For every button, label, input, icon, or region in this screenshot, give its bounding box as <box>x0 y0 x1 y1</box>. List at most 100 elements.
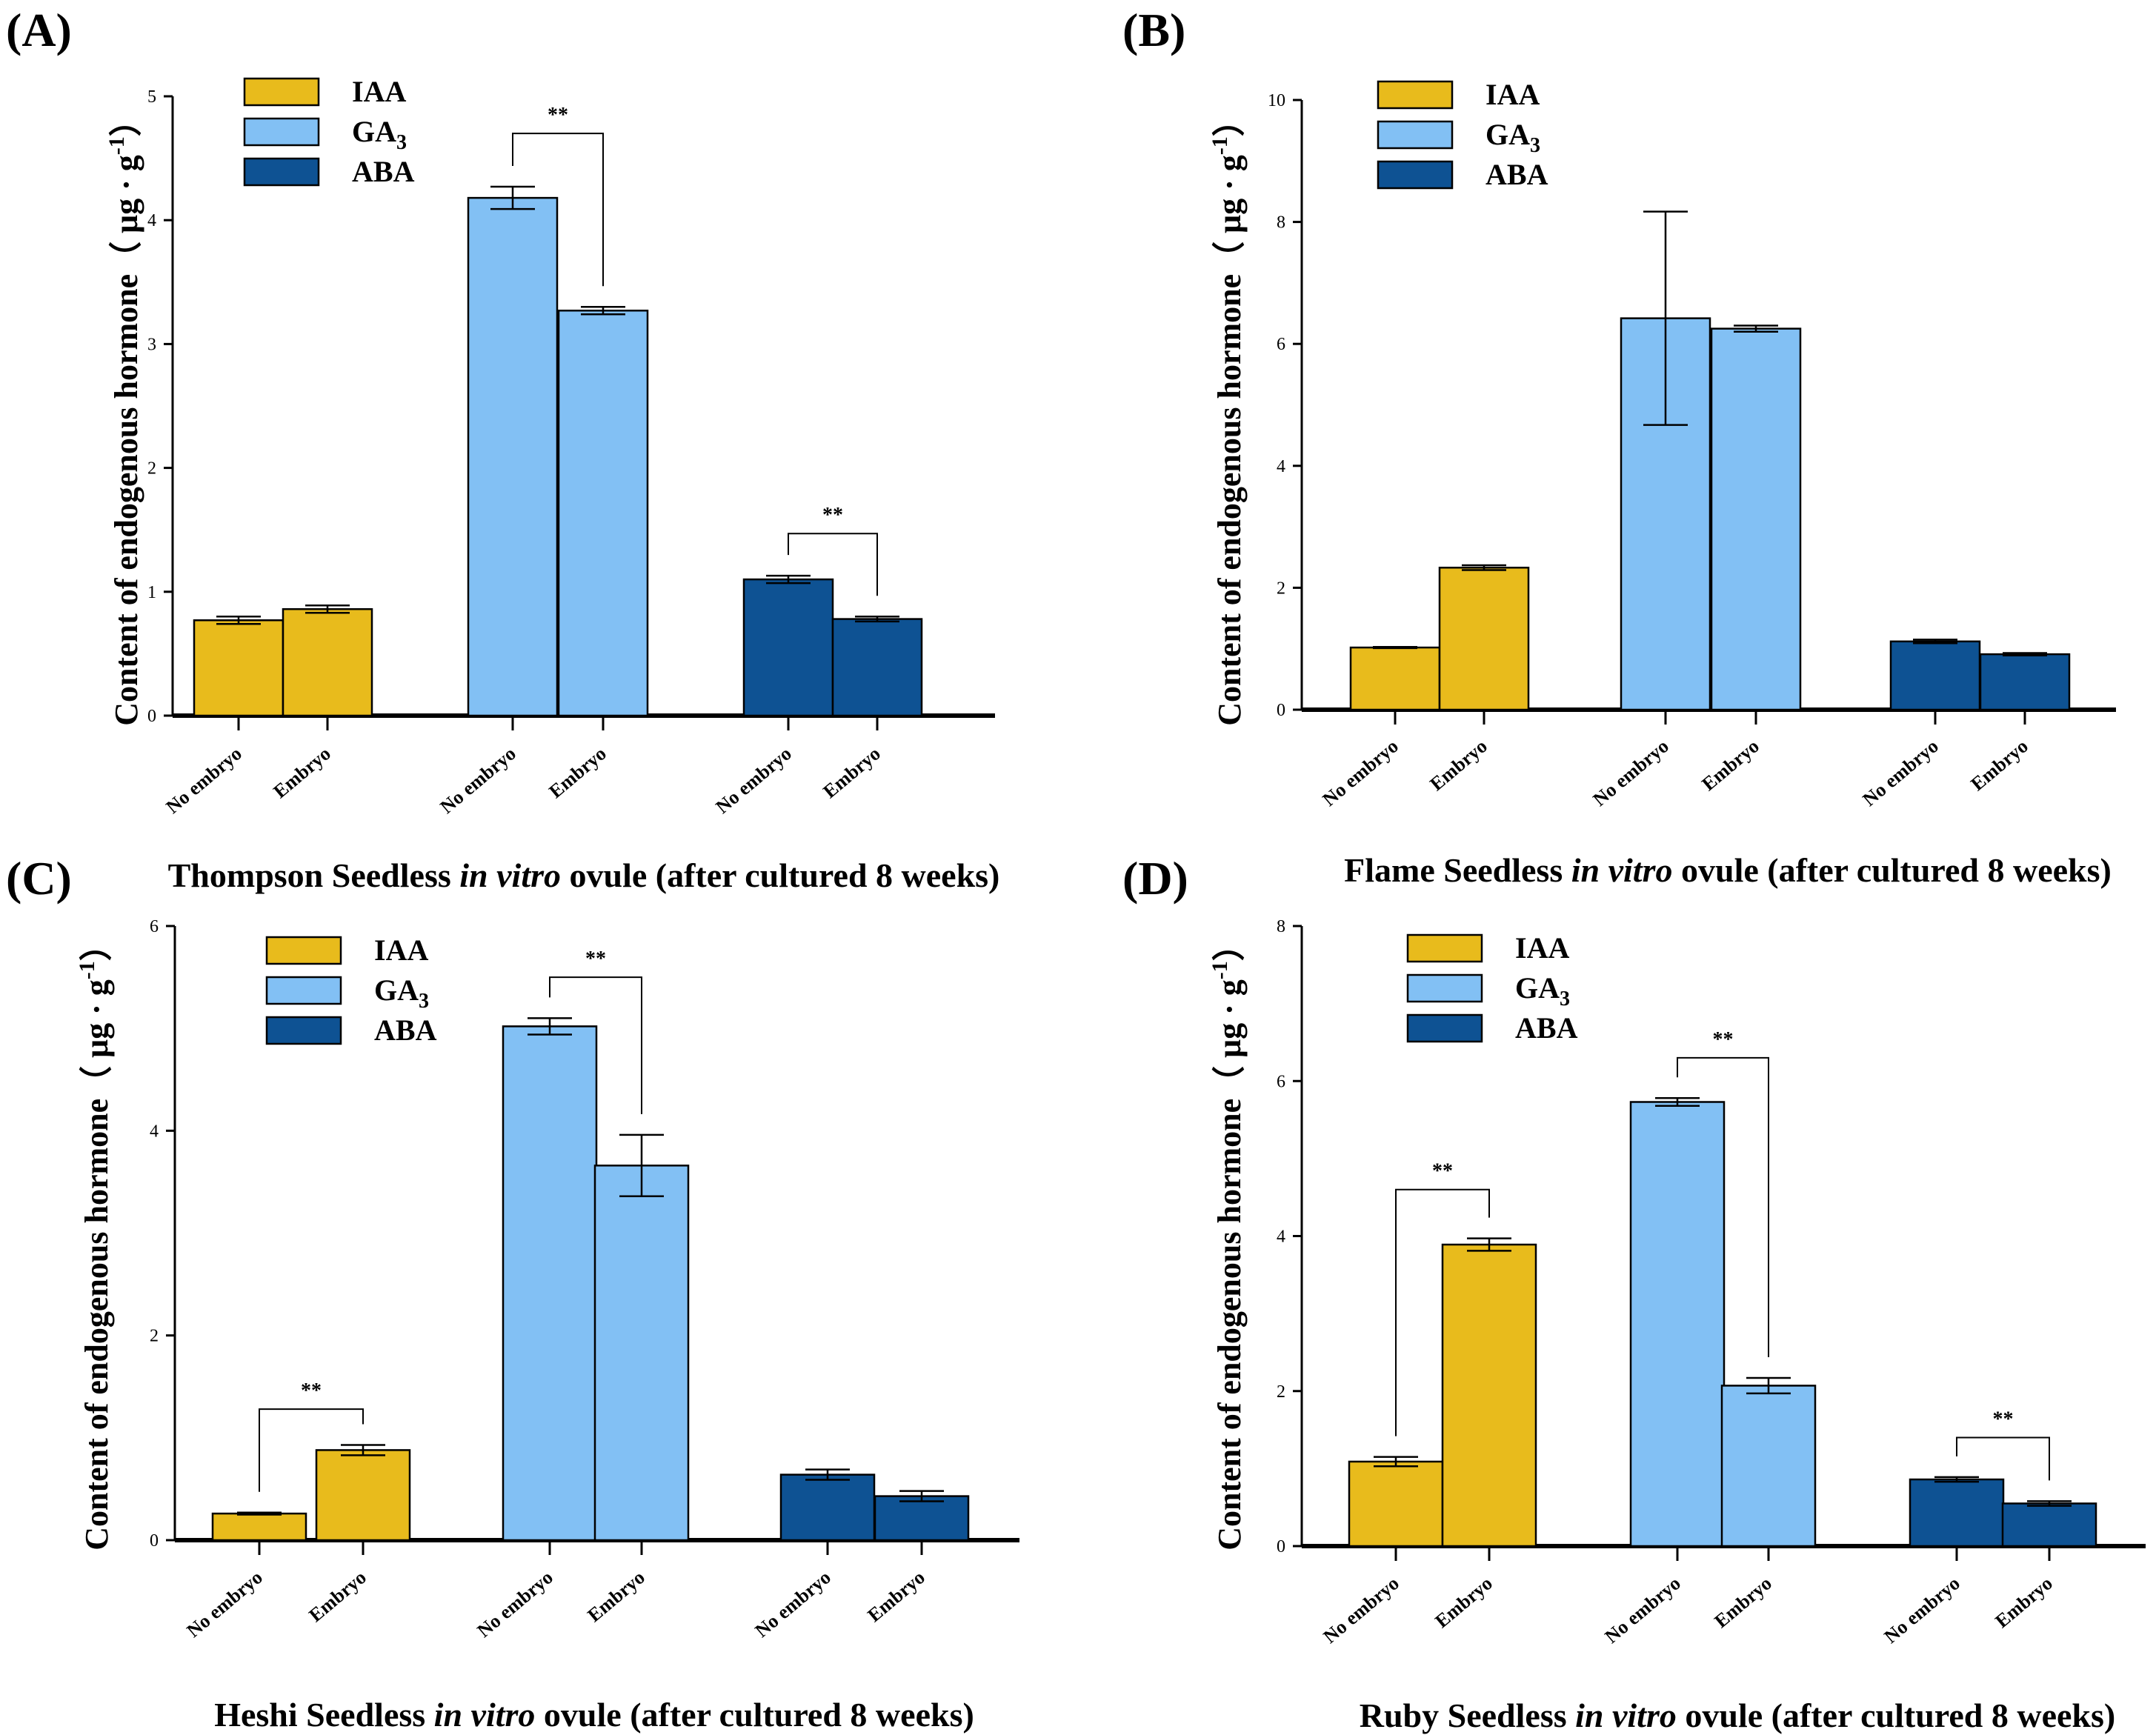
category-label: No embryo <box>473 1566 557 1642</box>
bar-aba-embryo <box>2001 1502 2097 1548</box>
panel-label: (D) <box>1122 852 1188 905</box>
y-tick-label: 2 <box>150 1327 159 1346</box>
category-label: Embryo <box>270 742 335 802</box>
chart-panel-c: (C) 0 2 4 6 Content of endogenous hormone（ μg… <box>6 852 1019 1734</box>
chart-panel-b: (B) 0 2 4 6 8 10 Content of endogenous hormone（… <box>1122 4 2116 889</box>
bar-ga3-embryo <box>1720 1385 1817 1548</box>
bar-aba-embryo <box>874 1495 970 1542</box>
significance-label: ** <box>1993 1408 2014 1431</box>
legend-swatch-iaa <box>243 77 320 107</box>
category-label: No embryo <box>436 742 520 818</box>
legend-swatch-iaa <box>265 936 342 965</box>
category-label: Embryo <box>305 1566 370 1626</box>
category-label: Embryo <box>1431 1572 1497 1632</box>
y-tick-label: 5 <box>147 87 156 107</box>
bar-aba-no-embryo <box>742 578 834 717</box>
significance-bracket <box>549 976 642 1114</box>
legend-label-aba: ABA <box>374 1013 437 1047</box>
y-tick-label: 6 <box>150 917 159 936</box>
significance-label: ** <box>822 504 843 527</box>
significance-bracket <box>259 1408 364 1492</box>
bar-iaa-embryo <box>315 1449 411 1542</box>
legend-swatch-aba <box>1406 1013 1483 1043</box>
significance-bracket <box>512 133 604 287</box>
chart-title: Heshi Seedless in vitro ovule (after cul… <box>214 1696 974 1734</box>
y-axis-label: Content of endogenous hormone（ μg · g-1） <box>1208 928 1248 1551</box>
category-label: No embryo <box>183 1566 267 1642</box>
significance-label: ** <box>301 1379 322 1402</box>
category-label: No embryo <box>712 742 796 818</box>
category-label: No embryo <box>1320 1572 1403 1648</box>
legend-swatch-aba <box>1377 160 1454 190</box>
y-axis-label: Content of endogenous hormone（ μg · g-1） <box>1208 104 1248 726</box>
category-label: No embryo <box>1589 735 1673 810</box>
bar-iaa-no-embryo <box>1349 646 1441 711</box>
legend-label-aba: ABA <box>1515 1011 1578 1045</box>
bar-ga3-embryo <box>593 1165 690 1542</box>
y-tick-label: 3 <box>147 335 156 354</box>
legend-label-iaa: IAA <box>1485 78 1540 111</box>
bar-iaa-embryo <box>1441 1243 1537 1548</box>
y-tick-label: 0 <box>1277 701 1285 720</box>
category-label: Embryo <box>545 742 610 802</box>
legend-swatch-ga3 <box>265 976 342 1005</box>
y-tick-label: 6 <box>1277 1072 1285 1091</box>
bar-aba-no-embryo <box>1889 640 1981 711</box>
y-tick-label: 4 <box>147 211 156 230</box>
panel-label: (C) <box>6 852 72 905</box>
legend-label-ga3: GA3 <box>374 973 429 1013</box>
bar-ga3-no-embryo <box>1629 1101 1726 1548</box>
category-label: Embryo <box>1698 735 1763 795</box>
y-tick-label: 10 <box>1268 91 1285 110</box>
significance-label: ** <box>548 104 568 127</box>
legend-label-aba: ABA <box>1485 158 1548 191</box>
legend-swatch-aba <box>265 1016 342 1045</box>
y-tick-label: 8 <box>1277 917 1285 936</box>
bar-aba-embryo <box>831 618 923 717</box>
legend-swatch-ga3 <box>1406 973 1483 1003</box>
y-tick-label: 0 <box>147 707 156 726</box>
legend-swatch-iaa <box>1406 933 1483 963</box>
legend-swatch-ga3 <box>243 117 320 147</box>
bar-iaa-embryo <box>1438 566 1530 711</box>
y-tick-label: 2 <box>1277 579 1285 598</box>
significance-label: ** <box>585 948 606 970</box>
bar-ga3-embryo <box>557 310 649 717</box>
category-label: No embryo <box>751 1566 835 1642</box>
chart-title: Thompson Seedless in vitro ovule (after … <box>168 856 1000 894</box>
category-label: No embryo <box>1601 1572 1685 1648</box>
category-label: Embryo <box>819 742 885 802</box>
bar-ga3-no-embryo <box>467 196 559 717</box>
significance-label: ** <box>1713 1028 1734 1051</box>
panel-label: (B) <box>1122 4 1185 56</box>
legend-label-aba: ABA <box>352 155 415 188</box>
category-label: Embryo <box>1426 735 1491 795</box>
y-tick-label: 4 <box>150 1122 159 1141</box>
significance-bracket <box>1395 1188 1490 1436</box>
category-label: No embryo <box>1859 735 1943 810</box>
category-label: Embryo <box>584 1566 649 1626</box>
bar-aba-no-embryo <box>1909 1478 2005 1548</box>
significance-bracket <box>1956 1436 2050 1481</box>
y-tick-label: 8 <box>1277 213 1285 233</box>
category-label: Embryo <box>1711 1572 1776 1632</box>
legend-label-ga3: GA3 <box>1485 118 1540 157</box>
chart-title: Ruby Seedless in vitro ovule (after cult… <box>1360 1696 2116 1734</box>
chart-title: Flame Seedless in vitro ovule (after cul… <box>1344 851 2112 889</box>
category-label: Embryo <box>1967 735 2032 795</box>
significance-bracket <box>1677 1056 1769 1357</box>
legend-swatch-aba <box>243 157 320 187</box>
bar-aba-no-embryo <box>779 1473 876 1542</box>
y-axis-label: Content of endogenous hormone（ μg · g-1） <box>75 928 115 1551</box>
legend-swatch-ga3 <box>1377 120 1454 150</box>
bar-iaa-no-embryo <box>211 1512 307 1542</box>
bar-ga3-no-embryo <box>502 1025 598 1542</box>
category-label: Embryo <box>1992 1572 2057 1632</box>
bar-iaa-no-embryo <box>1348 1460 1444 1548</box>
legend-swatch-iaa <box>1377 80 1454 110</box>
y-tick-label: 2 <box>1277 1382 1285 1402</box>
y-tick-label: 0 <box>1277 1537 1285 1556</box>
chart-panel-d: (D) 0 2 4 6 8 Content of endogenous hormone（ μ… <box>1122 852 2146 1734</box>
